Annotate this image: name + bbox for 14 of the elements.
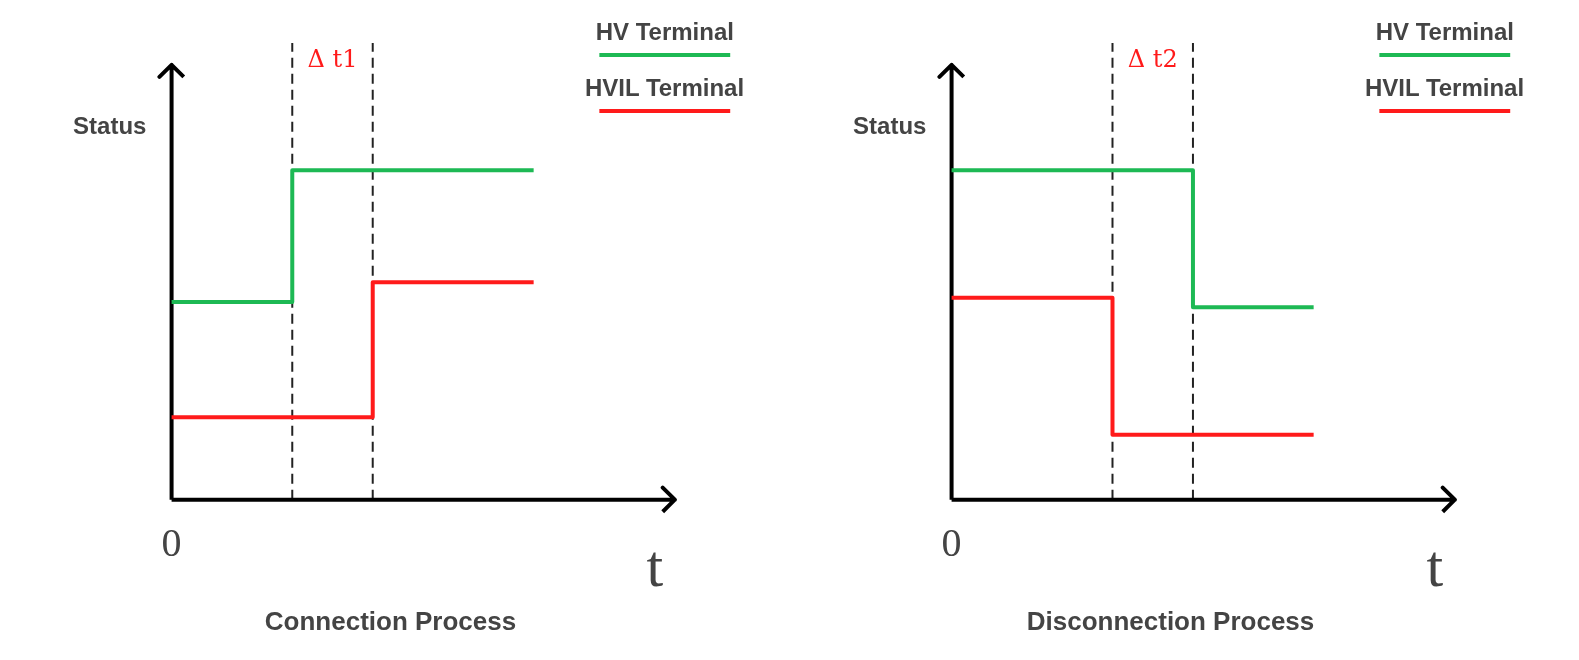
- text: Connection Process: [264, 605, 517, 636]
- text: Δ t1: [307, 45, 358, 74]
- x-axis-title: t: [1426, 532, 1444, 599]
- text: HVIL Terminal: [584, 74, 745, 102]
- text: 0: [161, 519, 182, 565]
- text: HV Terminal: [595, 18, 734, 46]
- y-axis-title: Status: [853, 111, 927, 139]
- text: 0: [941, 519, 962, 565]
- text: HVIL Terminal: [1364, 74, 1525, 102]
- text: HV Terminal: [1375, 18, 1514, 46]
- x-axis-title: t: [646, 532, 664, 599]
- y-axis-title: Status: [73, 111, 147, 139]
- text: Δ t2: [1127, 45, 1178, 74]
- text: Disconnection Process: [1026, 605, 1315, 636]
